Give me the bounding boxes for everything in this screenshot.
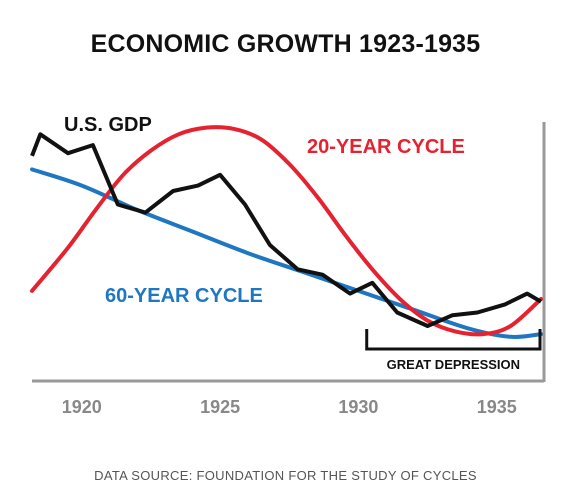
x-tick-label: 1925 [200,397,240,417]
x-tick-label: 1930 [338,397,378,417]
x-tick-label: 1920 [62,397,102,417]
series-label-60-year-cycle: 60-YEAR CYCLE [105,285,263,307]
data-source: DATA SOURCE: FOUNDATION FOR THE STUDY OF… [94,468,477,483]
x-tick-label: 1935 [477,397,517,417]
great-depression-bracket [365,329,542,351]
series-label-20-year-cycle: 20-YEAR CYCLE [307,136,465,158]
series-line-20-year-cycle [30,125,543,337]
chart-title: ECONOMIC GROWTH 1923-1935 [90,30,481,58]
series-line-us-gdp [30,132,543,328]
series-label-us-gdp: U.S. GDP [64,114,152,136]
great-depression-label: GREAT DEPRESSION [387,357,520,372]
